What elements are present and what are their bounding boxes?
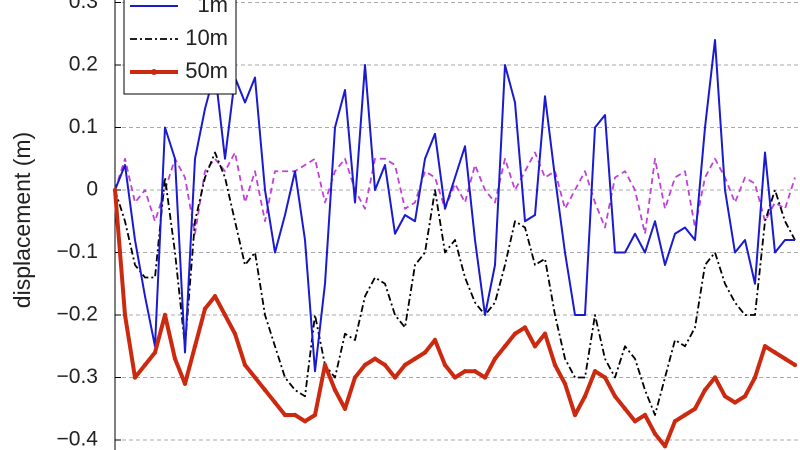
series-marker [312, 412, 318, 418]
series-line [114, 151, 796, 235]
series-marker [352, 375, 358, 380]
series-marker [322, 362, 328, 368]
y-tick-label: 0 [86, 178, 98, 201]
series-marker [302, 419, 308, 424]
y-tick-label: −0.2 [57, 303, 98, 326]
legend-label: 10m [185, 25, 228, 50]
series-marker [662, 444, 668, 449]
series-marker [392, 375, 398, 380]
series-marker [572, 412, 578, 418]
series-marker [522, 325, 528, 330]
series-marker [422, 350, 428, 355]
series-marker [372, 356, 378, 361]
series-marker [582, 394, 588, 399]
series-marker [612, 394, 618, 399]
series-marker [222, 312, 228, 318]
series-marker [192, 344, 198, 349]
series-marker [772, 350, 778, 355]
series-marker [682, 412, 688, 418]
series-marker [552, 362, 558, 368]
series-marker [462, 369, 468, 374]
series-marker [712, 375, 718, 380]
legend-box [123, 0, 237, 95]
legend: 1m 10m 50m [123, 0, 237, 95]
series-marker [512, 331, 518, 336]
series-marker [112, 187, 118, 193]
series-marker [432, 337, 438, 343]
series-marker [742, 394, 748, 399]
series-marker [172, 356, 178, 361]
series-marker [472, 369, 478, 374]
y-tick-label: −0.1 [57, 240, 98, 263]
series-marker [592, 369, 598, 374]
series-marker [292, 412, 298, 418]
series-line [113, 189, 797, 449]
y-tick-label: 0.1 [69, 115, 98, 138]
series-marker [132, 375, 138, 380]
series-marker [142, 362, 148, 368]
series-marker [242, 362, 248, 368]
series-marker [542, 331, 548, 336]
series-marker [722, 394, 728, 399]
legend-label: 50m [185, 58, 228, 83]
series-marker [782, 356, 788, 361]
legend-label: 1m [197, 0, 228, 17]
series-marker [262, 387, 268, 393]
y-tick-label: 0.3 [69, 0, 98, 13]
series-marker [212, 294, 218, 299]
series-marker [362, 362, 368, 368]
series-marker [482, 375, 488, 380]
series-marker [562, 381, 568, 386]
series-line [114, 151, 796, 416]
series-marker [702, 387, 708, 393]
series-marker [442, 362, 448, 368]
series-marker [792, 362, 798, 368]
series-marker [152, 350, 158, 355]
y-tick-label: −0.4 [57, 428, 99, 450]
y-tick-label: 0.2 [69, 53, 98, 76]
series-marker [642, 412, 648, 418]
series-marker [402, 362, 408, 368]
series-marker [332, 387, 338, 393]
legend-marker [151, 69, 157, 75]
series-marker [232, 331, 238, 336]
series-marker [632, 419, 638, 424]
series-marker [272, 400, 278, 405]
series-marker [492, 356, 498, 361]
series-marker [622, 406, 628, 411]
series-marker [672, 419, 678, 424]
series-marker [532, 344, 538, 349]
series-marker [502, 344, 508, 349]
series-marker [202, 306, 208, 311]
series-marker [412, 356, 418, 361]
series-marker [732, 400, 738, 405]
series-marker [692, 406, 698, 411]
series-line [114, 39, 795, 373]
series-marker [162, 312, 168, 318]
series-marker [342, 406, 348, 411]
y-axis-label: displacement (m) [9, 132, 35, 308]
series-marker [602, 375, 608, 380]
y-tick-label: −0.3 [57, 365, 98, 388]
series-marker [762, 344, 768, 349]
series-marker [122, 312, 128, 318]
series-marker [252, 375, 258, 380]
series-marker [382, 362, 388, 368]
series-marker [752, 375, 758, 380]
series-marker [182, 381, 188, 386]
series-marker [452, 375, 458, 380]
series-marker [652, 431, 658, 436]
series-marker [282, 412, 288, 418]
